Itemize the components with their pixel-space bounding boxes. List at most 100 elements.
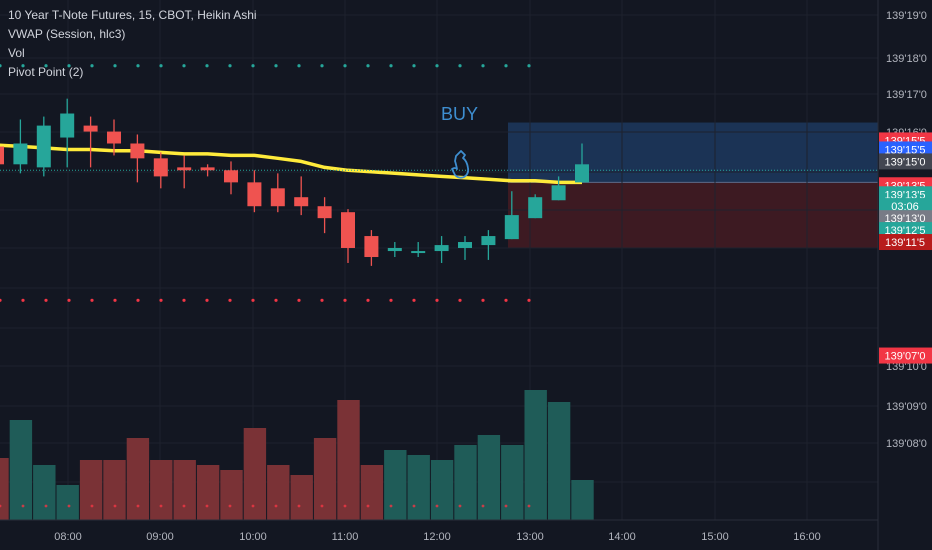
price-tick-label: 139'10'0: [886, 361, 927, 373]
volume-bar: [0, 458, 9, 520]
candle-body: [224, 170, 238, 183]
volume-bar: [407, 455, 430, 520]
legend-pivot[interactable]: Pivot Point (2): [8, 65, 84, 79]
pivot-points: [0, 64, 531, 508]
pivot-low-dot: [274, 298, 278, 302]
candle-body: [551, 185, 566, 201]
candle-body: [411, 251, 426, 254]
candle-body: [528, 197, 543, 219]
volume-bar: [196, 465, 220, 520]
candle-body: [458, 242, 472, 248]
volume-bar: [243, 428, 267, 520]
pivot-low-dot: [366, 298, 370, 302]
pivot-high-dot: [90, 64, 94, 68]
time-tick-label: 14:00: [608, 531, 636, 543]
candle-body: [83, 125, 98, 132]
pivot-high-dot: [320, 64, 324, 68]
pivot-high-dot: [113, 64, 117, 68]
stop-loss-zone: [508, 182, 878, 248]
pivot-low-dot: [251, 298, 255, 302]
time-tick-label: 10:00: [239, 531, 267, 543]
pivot-low-dot: [389, 298, 393, 302]
pivot-high-dot: [44, 64, 48, 68]
candle-body: [341, 212, 355, 248]
pivot-high-dot: [366, 64, 370, 68]
pivot-high-dot: [228, 64, 232, 68]
price-tick-label: 139'08'0: [886, 438, 927, 450]
candle-body: [387, 247, 402, 252]
volume-bar: [360, 465, 384, 520]
legend-vol[interactable]: Vol: [8, 46, 25, 60]
pivot-low-dot: [67, 298, 71, 302]
candle-body: [575, 164, 589, 183]
pivot-high-dot: [182, 64, 186, 68]
pivot-high-dot: [297, 64, 301, 68]
pivot-volume-dot: [412, 504, 416, 508]
candle-body: [13, 143, 28, 165]
pivot-volume-dot: [504, 504, 508, 508]
price-tag-bg: [879, 347, 932, 364]
volume-bar: [79, 460, 103, 520]
pivot-high-dot: [389, 64, 393, 68]
pivot-volume-dot: [44, 504, 48, 508]
volume-bar: [290, 475, 313, 520]
pivot-volume-dot: [527, 504, 531, 508]
pivot-high-dot: [67, 64, 71, 68]
time-axis: 08:00 09:00 10:00 11:00 12:00 13:00 14:00 15:00…: [0, 519, 878, 543]
time-tick-label: 11:00: [332, 531, 359, 543]
pivot-volume-dot: [159, 504, 163, 508]
volume-bar: [571, 480, 594, 520]
volume-bar: [313, 438, 337, 520]
candle-body: [36, 125, 51, 168]
price-tag-label: 139'15'0: [885, 156, 926, 168]
buy-marker: [451, 150, 470, 179]
pivot-volume-dot: [205, 504, 209, 508]
volume-bar: [103, 460, 126, 520]
volume-bar: [430, 460, 454, 520]
time-tick-label: 16:00: [793, 531, 821, 543]
pivot-volume-dot: [274, 504, 278, 508]
volume-bar: [9, 420, 33, 520]
pivot-high-dot: [0, 64, 2, 68]
price-tag-label: 139'11'5: [885, 237, 925, 249]
volume-bar: [150, 460, 173, 520]
buy-annotation[interactable]: BUY: [441, 104, 479, 124]
time-tick-label: 12:00: [423, 531, 451, 543]
pivot-high-dot: [458, 64, 462, 68]
pivot-low-dot: [0, 298, 2, 302]
candle-body: [200, 167, 215, 171]
pivot-high-dot: [435, 64, 439, 68]
legend-symbol[interactable]: 10 Year T-Note Futures, 15, CBOT, Heikin…: [8, 8, 257, 22]
legend-vwap[interactable]: VWAP (Session, hlc3): [8, 27, 126, 41]
pivot-low-dot: [136, 298, 140, 302]
price-tag-label: 139'07'0: [885, 351, 926, 363]
candle-body: [317, 206, 332, 219]
volume-bar: [126, 438, 150, 520]
pivot-high-dot: [21, 64, 25, 68]
candle-body: [130, 143, 145, 159]
volume-bar: [173, 460, 196, 520]
price-axis: 139'19'0139'18'0139'17'0139'16'0139'14'0…: [877, 0, 932, 550]
pivot-low-dot: [44, 298, 48, 302]
volume-bar: [56, 485, 79, 520]
volume-bar: [267, 465, 290, 520]
pivot-volume-dot: [251, 504, 255, 508]
volume-bar: [454, 445, 477, 520]
pivot-low-dot: [458, 298, 462, 302]
hand-pointer-icon: [451, 150, 470, 179]
pivot-low-dot: [182, 298, 186, 302]
pivot-low-dot: [527, 298, 531, 302]
price-tick-label: 139'09'0: [886, 401, 927, 413]
pivot-volume-dot: [297, 504, 301, 508]
volume-bar: [501, 445, 524, 520]
pivot-high-dot: [481, 64, 485, 68]
pivot-low-dot: [90, 298, 94, 302]
price-axis-bg: [878, 0, 932, 550]
pivot-high-dot: [159, 64, 163, 68]
pivot-volume-dot: [389, 504, 393, 508]
pivot-volume-dot: [136, 504, 140, 508]
vwap-line-path: [0, 143, 582, 185]
candle-body: [270, 188, 285, 207]
time-tick-label: 09:00: [146, 531, 174, 543]
